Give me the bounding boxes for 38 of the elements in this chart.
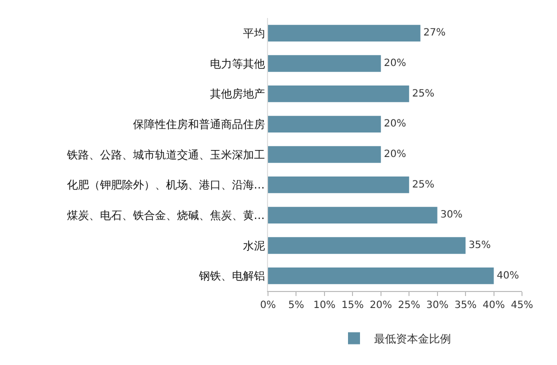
data-label: 25% xyxy=(412,88,434,100)
y-tick-label: 其他房地产 xyxy=(210,88,265,101)
bar xyxy=(268,237,466,254)
y-tick-label: 化肥（钾肥除外）、机场、港口、沿海… xyxy=(66,178,265,192)
x-tick-label: 30% xyxy=(426,300,448,311)
y-tick-label: 电力等其他 xyxy=(210,57,265,70)
legend-label: 最低资本金比例 xyxy=(374,332,451,346)
x-tick-label: 25% xyxy=(398,300,420,311)
bar xyxy=(268,55,381,72)
data-label: 25% xyxy=(412,179,434,190)
bar xyxy=(268,146,381,163)
y-tick-label: 平均 xyxy=(242,27,265,40)
bar xyxy=(268,116,381,133)
x-tick-label: 40% xyxy=(482,300,505,311)
x-tick-label: 10% xyxy=(313,300,336,311)
data-label: 27% xyxy=(423,28,446,39)
y-tick-label: 钢铁、电解铝 xyxy=(198,270,265,283)
bar xyxy=(268,176,410,194)
data-label: 20% xyxy=(384,149,406,160)
data-label: 20% xyxy=(384,58,406,69)
x-tick-label: 35% xyxy=(454,300,477,311)
x-tick-label: 0% xyxy=(260,300,276,311)
bar xyxy=(268,206,438,224)
y-tick-label: 水泥 xyxy=(242,239,265,252)
bar xyxy=(268,24,420,42)
y-tick-label: 铁路、公路、城市轨道交通、玉米深加工 xyxy=(66,148,265,162)
data-label: 40% xyxy=(496,270,520,282)
bar xyxy=(268,85,410,102)
x-tick-label: 5% xyxy=(288,300,304,311)
data-label: 20% xyxy=(384,118,406,130)
x-tick-label: 45% xyxy=(510,300,534,311)
x-tick-label: 20% xyxy=(370,300,392,311)
bar xyxy=(268,267,494,284)
x-tick-label: 15% xyxy=(342,300,364,311)
y-tick-label: 煤炭、电石、铁合金、烧碱、焦炭、黄… xyxy=(66,209,265,222)
data-label: 30% xyxy=(440,210,463,221)
data-label: 35% xyxy=(468,240,491,251)
y-tick-label: 保障性住房和普通商品住房 xyxy=(132,118,265,132)
